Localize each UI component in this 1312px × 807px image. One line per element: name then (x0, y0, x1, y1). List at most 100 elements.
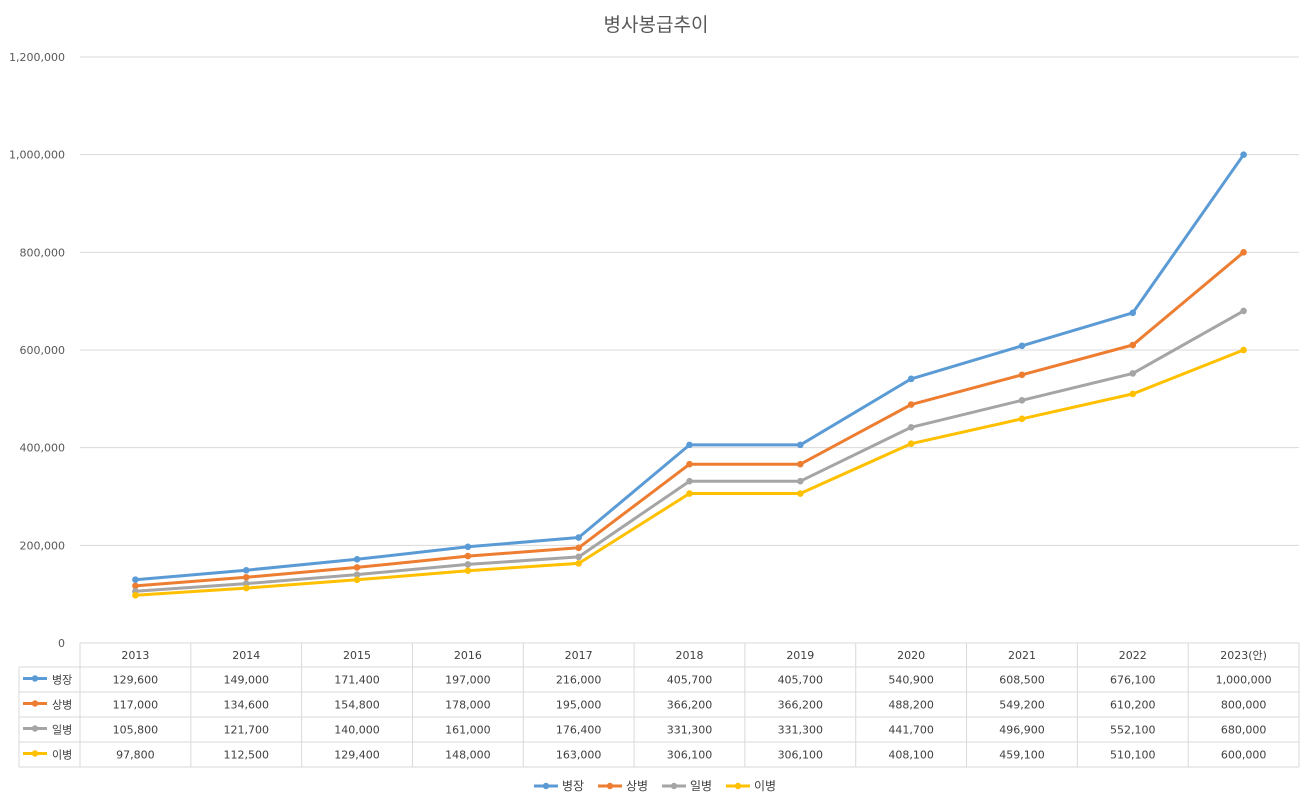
series-lines (132, 151, 1247, 599)
data-point (242, 584, 250, 592)
table-value-cell: 1,000,000 (1216, 674, 1272, 687)
data-point (907, 440, 915, 448)
table-value-cell: 549,200 (999, 699, 1045, 712)
table-value-cell: 163,000 (556, 749, 602, 762)
data-point (1240, 249, 1247, 256)
data-point (464, 567, 472, 575)
data-point (686, 441, 693, 449)
data-point (353, 564, 361, 571)
table-value-cell: 97,800 (116, 749, 155, 762)
table-value-cell: 154,800 (334, 699, 380, 712)
legend-label: 병장 (562, 779, 584, 793)
table-header-cell: 2019 (786, 649, 814, 662)
y-tick-label: 0 (58, 637, 65, 650)
y-tick-label: 800,000 (20, 246, 66, 259)
table-value-cell: 121,700 (223, 724, 269, 737)
table-header-cell: 2014 (232, 649, 260, 662)
table-value-cell: 216,000 (556, 674, 602, 687)
table-value-cell: 134,600 (223, 699, 269, 712)
legend-key-marker (670, 782, 678, 790)
table-value-cell: 148,000 (445, 749, 491, 762)
table-header-cell: 2021 (1008, 649, 1036, 662)
table-value-cell: 195,000 (556, 699, 602, 712)
legend-label: 일병 (690, 779, 712, 793)
table-value-cell: 405,700 (778, 674, 824, 687)
table-header-cell: 2022 (1119, 649, 1147, 662)
data-point (353, 576, 361, 584)
table-value-cell: 129,400 (334, 749, 380, 762)
data-point (1240, 151, 1247, 158)
table-value-cell: 178,000 (445, 699, 491, 712)
table-legend-key-marker (31, 725, 39, 732)
y-tick-label: 1,200,000 (9, 51, 65, 64)
data-point (132, 591, 139, 599)
data-point (1129, 341, 1137, 349)
table-value-cell: 676,100 (1110, 674, 1156, 687)
table-value-cell: 331,300 (667, 724, 713, 737)
table-series-name: 병장 (52, 674, 72, 687)
data-point (464, 543, 472, 551)
table-value-cell: 176,400 (556, 724, 602, 737)
legend-label: 이병 (754, 779, 776, 793)
table-value-cell: 306,100 (778, 749, 824, 762)
data-point (686, 490, 693, 497)
table-series-name: 상병 (52, 699, 72, 712)
table-value-cell: 408,100 (888, 749, 934, 762)
y-tick-label: 1,000,000 (9, 149, 65, 162)
table-series-name: 일병 (52, 723, 72, 737)
data-point (1129, 309, 1137, 317)
legend-key-marker (734, 782, 742, 790)
data-point (464, 561, 472, 568)
series-line (133, 250, 1246, 588)
table-value-cell: 117,000 (113, 699, 159, 712)
y-tick-label: 600,000 (20, 344, 66, 357)
data-point (242, 566, 250, 574)
table-header-cell: 2017 (565, 649, 593, 662)
data-point (686, 460, 693, 468)
data-point (1240, 346, 1247, 354)
table-value-cell: 140,000 (334, 724, 380, 737)
table-value-cell: 197,000 (445, 674, 491, 687)
table-value-cell: 441,700 (888, 724, 934, 737)
table-value-cell: 800,000 (1221, 699, 1267, 712)
legend-label: 상병 (626, 779, 648, 793)
data-point (797, 441, 804, 449)
table-header-cell: 2013 (121, 649, 149, 662)
data-table: 2013 2014 2015 2016 2017 2018 2019 2020 2021 2022… (18, 642, 1300, 768)
data-point (353, 555, 361, 563)
table-value-cell: 459,100 (999, 749, 1045, 762)
data-point (907, 375, 915, 383)
data-point (907, 401, 915, 408)
table-legend-key-marker (31, 750, 39, 757)
table-value-cell: 366,200 (778, 699, 824, 712)
series-line (133, 153, 1246, 582)
table-value-cell: 540,900 (888, 674, 934, 687)
data-point (132, 576, 139, 584)
data-point (1018, 342, 1026, 350)
table-value-cell: 129,600 (113, 674, 159, 687)
data-point (1018, 397, 1026, 404)
table-value-cell: 600,000 (1221, 749, 1267, 762)
table-value-cell: 149,000 (223, 674, 269, 687)
table-legend-key-marker (31, 700, 39, 707)
series-line (133, 309, 1246, 593)
data-point (1129, 370, 1137, 377)
table-value-cell: 306,100 (667, 749, 713, 762)
table-value-cell: 610,200 (1110, 699, 1156, 712)
table-value-cell: 112,500 (223, 749, 269, 762)
data-point (1018, 415, 1026, 423)
table-value-cell: 405,700 (667, 674, 713, 687)
table-value-cell: 366,200 (667, 699, 713, 712)
y-tick-label: 400,000 (20, 442, 66, 455)
table-header-cell: 2016 (454, 649, 482, 662)
data-point (575, 544, 582, 552)
data-point (575, 560, 582, 567)
data-point (575, 553, 582, 561)
table-value-cell: 488,200 (888, 699, 934, 712)
gridlines (80, 56, 1299, 546)
data-point (797, 477, 804, 485)
table-header-cell: 2020 (897, 649, 925, 662)
y-tick-label: 200,000 (20, 539, 66, 552)
data-point (797, 490, 804, 497)
